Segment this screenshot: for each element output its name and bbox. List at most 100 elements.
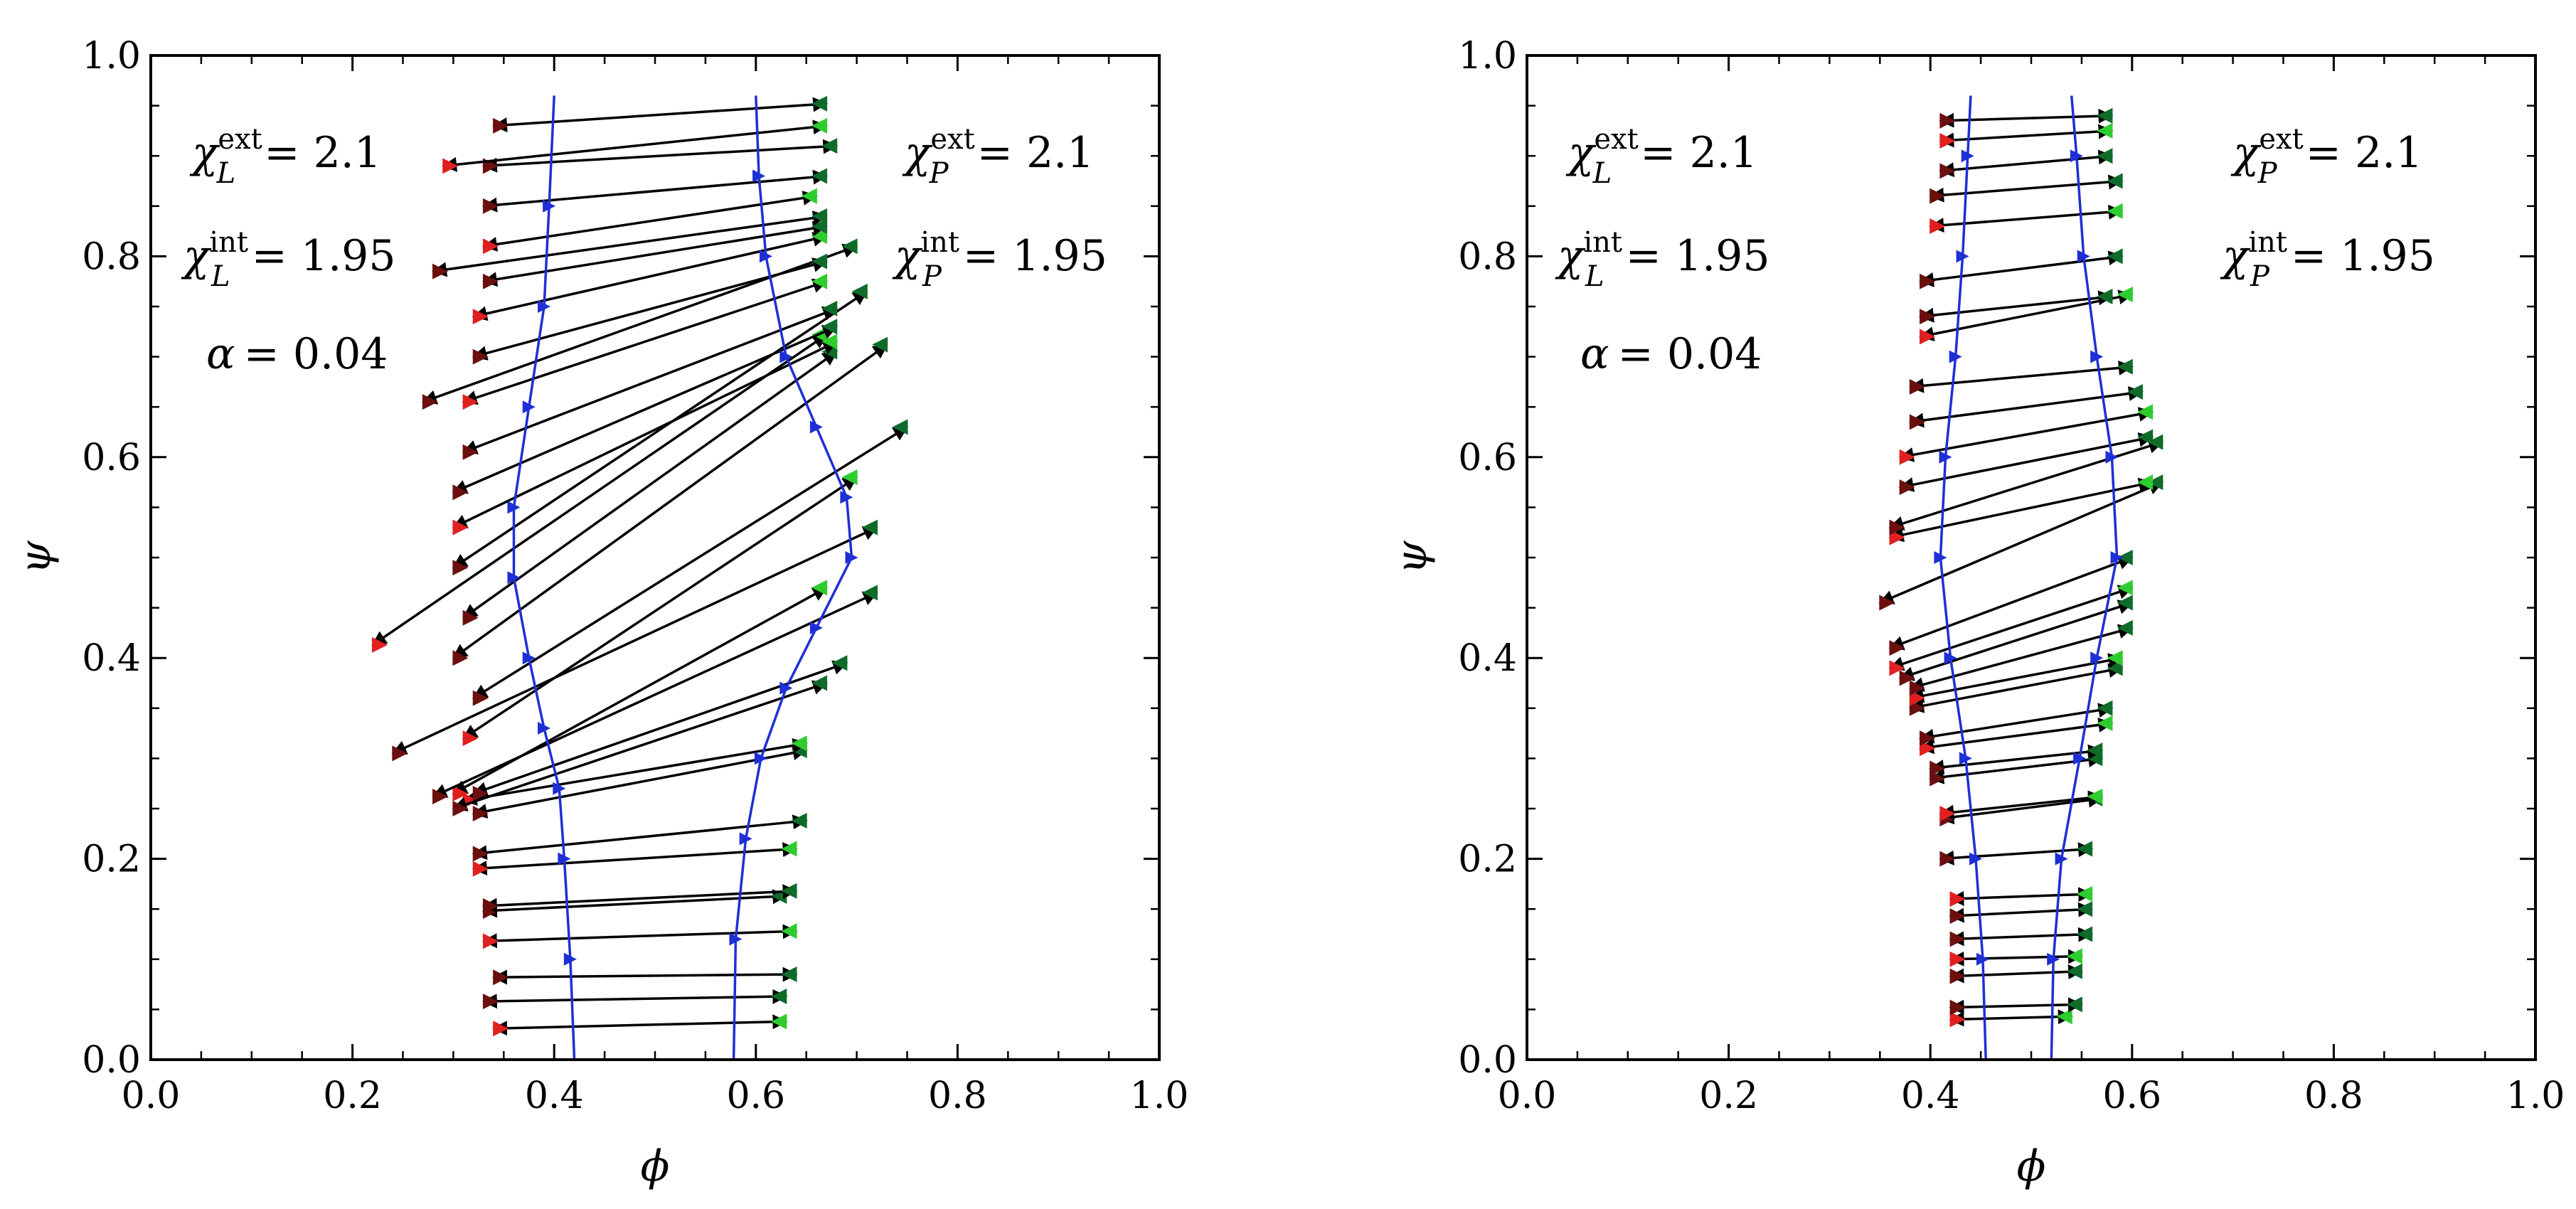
left-tie-end-marker-26 bbox=[811, 253, 828, 270]
right-tie-line-32 bbox=[1939, 149, 2114, 178]
right-tie-line-5 bbox=[1949, 902, 2094, 923]
right-tie-start-marker-6 bbox=[1949, 891, 1966, 907]
left-y-tick-label-2: 0.4 bbox=[82, 637, 141, 680]
right-tie-line-34 bbox=[1939, 108, 2114, 128]
left-tie-end-marker-29 bbox=[811, 208, 828, 224]
right-tie-start-marker-11 bbox=[1930, 760, 1946, 777]
left-tie-line-28 bbox=[481, 220, 829, 287]
left-tie-end-marker-5 bbox=[781, 883, 797, 899]
left-binodal-right-marker-6 bbox=[845, 551, 858, 564]
right-binodal-right-marker-6 bbox=[2105, 450, 2119, 464]
right-x-tick-label-1: 0.2 bbox=[1699, 1075, 1758, 1117]
left-binodal-right-marker-5 bbox=[809, 621, 823, 634]
right-tie-line-22 bbox=[1888, 439, 2164, 531]
left-tie-start-marker-17 bbox=[452, 650, 469, 666]
right-tie-start-marker-0 bbox=[1949, 1011, 1966, 1028]
left-tie-end-marker-12 bbox=[811, 580, 828, 596]
left-y-tick-label-1: 0.2 bbox=[82, 838, 141, 881]
right-tie-start-marker-23 bbox=[1899, 479, 1915, 496]
right-plot-frame bbox=[1526, 54, 2537, 1061]
right-tie-end-marker-27 bbox=[2117, 287, 2133, 303]
right-tie-start-marker-4 bbox=[1949, 931, 1966, 947]
left-tie-line-22 bbox=[452, 325, 839, 494]
right-tie-end-marker-7 bbox=[2077, 841, 2093, 857]
right-tie-start-marker-19 bbox=[1889, 640, 1905, 656]
right-tie-end-marker-15 bbox=[2107, 650, 2123, 666]
right-panel-marks bbox=[1878, 95, 2164, 1060]
left-binodal-left bbox=[512, 95, 576, 1060]
right-tie-end-marker-26 bbox=[2117, 358, 2133, 375]
left-tie-start-marker-16 bbox=[472, 690, 489, 706]
right-tie-end-marker-22 bbox=[2147, 434, 2163, 450]
right-tie-end-marker-24 bbox=[2137, 404, 2154, 420]
right-tie-line-1 bbox=[1949, 997, 2083, 1015]
left-binodal-left-marker-9 bbox=[538, 300, 551, 313]
right-y-tick-label-5: 1.0 bbox=[1458, 35, 1517, 78]
left-panel-marks bbox=[371, 95, 909, 1060]
left-tie-end-marker-20 bbox=[851, 283, 868, 299]
right-tie-start-marker-18 bbox=[1889, 660, 1905, 676]
right-x-tick-label-4: 0.8 bbox=[2304, 1075, 2363, 1117]
right-tie-end-marker-1 bbox=[2066, 996, 2082, 1013]
left-tie-line-5 bbox=[481, 884, 798, 913]
right-tie-start-marker-31 bbox=[1930, 188, 1946, 204]
right-binodal-left-marker-4 bbox=[1944, 651, 1957, 665]
right-tie-start-marker-22 bbox=[1889, 519, 1905, 536]
left-tie-end-marker-7 bbox=[791, 812, 807, 829]
left-tie-end-marker-17 bbox=[872, 336, 888, 353]
right-binodal-right-marker-1 bbox=[2047, 952, 2060, 966]
left-binodal-right bbox=[732, 95, 853, 1060]
left-tie-start-marker-10 bbox=[452, 801, 469, 816]
right-tie-start-marker-14 bbox=[1909, 700, 1925, 716]
left-y-tick-label-0: 0.0 bbox=[82, 1039, 141, 1082]
right-tie-line-29 bbox=[1918, 250, 2124, 287]
left-tie-start-marker-3 bbox=[482, 933, 499, 949]
left-x-tick-label-3: 0.6 bbox=[726, 1075, 785, 1117]
right-tie-end-marker-34 bbox=[2097, 107, 2113, 124]
right-tie-line-17 bbox=[1898, 600, 2134, 681]
left-tie-end-marker-2 bbox=[781, 966, 797, 982]
left-x-tick-label-4: 0.8 bbox=[928, 1075, 987, 1117]
left-annot-chi-l-int: χint L = 1.95 bbox=[181, 226, 396, 293]
right-annot-chi-p-int: χint P = 1.95 bbox=[2220, 226, 2435, 293]
left-y-axis-label: ψ bbox=[11, 540, 60, 575]
right-tie-end-marker-29 bbox=[2107, 248, 2123, 265]
left-tie-start-marker-8 bbox=[472, 806, 489, 822]
right-tie-line-2 bbox=[1949, 964, 2083, 984]
left-tie-line-30 bbox=[481, 191, 818, 252]
right-tie-line-25 bbox=[1908, 386, 2144, 428]
right-tie-start-marker-33 bbox=[1939, 133, 1956, 149]
right-binodal-left-marker-5 bbox=[1934, 551, 1947, 564]
right-tie-line-31 bbox=[1929, 174, 2124, 203]
left-x-tick-label-1: 0.2 bbox=[323, 1075, 382, 1117]
left-tie-start-marker-28 bbox=[482, 273, 499, 289]
right-tie-line-28 bbox=[1918, 290, 2114, 323]
left-y-tick-label-4: 0.8 bbox=[82, 235, 141, 278]
left-tie-start-marker-7 bbox=[472, 846, 489, 862]
left-tie-line-6 bbox=[472, 842, 798, 876]
left-tie-start-marker-0 bbox=[493, 1021, 509, 1037]
left-tie-start-marker-19 bbox=[462, 609, 479, 626]
right-binodal-left-marker-7 bbox=[1949, 350, 1962, 363]
right-tie-line-6 bbox=[1949, 887, 2094, 906]
right-annot-chi-l-int: χint L = 1.95 bbox=[1555, 226, 1770, 293]
right-tie-line-8 bbox=[1939, 792, 2104, 825]
left-tie-start-marker-15 bbox=[462, 730, 479, 747]
right-tie-line-27 bbox=[1918, 289, 2134, 341]
left-binodal-left-marker-6 bbox=[507, 571, 521, 585]
right-tie-end-marker-33 bbox=[2097, 122, 2113, 139]
left-tie-end-marker-31 bbox=[811, 168, 828, 184]
right-y-tick-label-1: 0.2 bbox=[1458, 838, 1517, 881]
left-x-tick-label-5: 1.0 bbox=[1130, 1075, 1189, 1117]
left-tie-start-marker-21 bbox=[452, 519, 469, 536]
left-x-tick-label-0: 0.0 bbox=[122, 1075, 181, 1117]
left-tie-line-33 bbox=[442, 119, 829, 172]
right-tie-start-marker-26 bbox=[1909, 378, 1925, 395]
left-tie-end-marker-16 bbox=[892, 419, 908, 435]
left-tie-start-marker-33 bbox=[442, 158, 459, 174]
right-tie-line-33 bbox=[1939, 124, 2114, 148]
right-tie-end-marker-16 bbox=[2117, 619, 2133, 636]
left-tie-start-marker-29 bbox=[432, 263, 449, 279]
left-tie-line-14 bbox=[391, 526, 878, 755]
